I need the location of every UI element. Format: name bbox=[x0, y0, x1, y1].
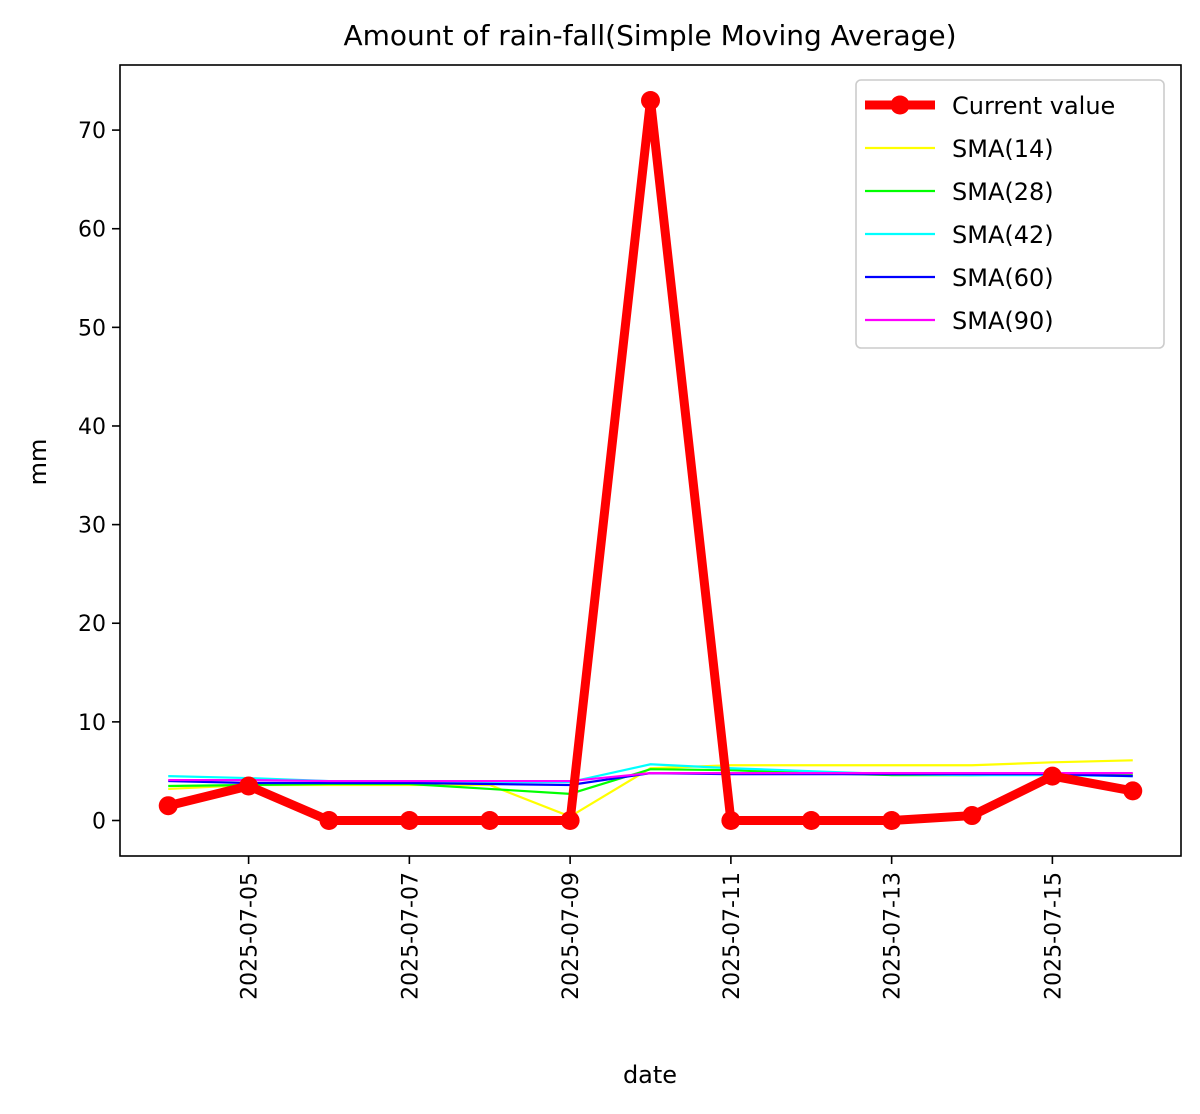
y-axis-label: mm bbox=[24, 439, 52, 486]
legend-label: SMA(28) bbox=[952, 178, 1054, 206]
data-point-current-value bbox=[399, 810, 419, 830]
data-point-current-value bbox=[641, 91, 660, 111]
x-tick-label: 2025-07-15 bbox=[1041, 872, 1066, 1000]
x-tick-label: 2025-07-05 bbox=[238, 872, 263, 1000]
plot-area bbox=[158, 91, 1143, 830]
y-tick-label: 70 bbox=[78, 119, 106, 144]
legend-label: SMA(90) bbox=[952, 307, 1054, 335]
x-axis-label: date bbox=[623, 1061, 677, 1089]
data-point-current-value bbox=[962, 806, 982, 826]
data-point-current-value bbox=[1042, 766, 1062, 786]
y-tick-label: 50 bbox=[78, 316, 106, 341]
y-tick-label: 60 bbox=[78, 218, 106, 243]
x-tick-label: 2025-07-11 bbox=[720, 872, 745, 1000]
data-point-current-value bbox=[1123, 781, 1143, 801]
chart-title: Amount of rain-fall(Simple Moving Averag… bbox=[343, 19, 956, 52]
legend: Current value SMA(14) SMA(28) SMA(42) SMA(60… bbox=[855, 79, 1165, 349]
data-point-current-value bbox=[239, 776, 259, 796]
x-tick-label: 2025-07-13 bbox=[881, 872, 906, 1000]
data-point-current-value bbox=[801, 810, 821, 830]
y-tick-label: 40 bbox=[78, 415, 106, 440]
y-tick-label: 10 bbox=[78, 711, 106, 736]
legend-label: Current value bbox=[952, 92, 1115, 120]
legend-label: SMA(60) bbox=[952, 264, 1054, 292]
legend-marker bbox=[890, 95, 910, 115]
x-tick-label: 2025-07-07 bbox=[398, 872, 423, 1000]
plot-frame bbox=[119, 64, 1182, 857]
legend-label: SMA(42) bbox=[952, 221, 1054, 249]
axes: 0 10 20 30 40 50 60 70 2025-07-05 2025-07-07 2025-… bbox=[78, 64, 1182, 1000]
data-point-current-value bbox=[882, 810, 902, 830]
data-point-current-value bbox=[721, 810, 741, 830]
legend-label: SMA(14) bbox=[952, 135, 1054, 163]
x-tick-label: 2025-07-09 bbox=[559, 872, 584, 1000]
y-tick-label: 30 bbox=[78, 514, 106, 539]
data-point-current-value bbox=[480, 810, 500, 830]
y-tick-label: 20 bbox=[78, 612, 106, 637]
data-point-current-value bbox=[560, 810, 580, 830]
series-line-sma-90 bbox=[168, 772, 1133, 783]
y-tick-label: 0 bbox=[92, 809, 106, 834]
data-point-current-value bbox=[158, 796, 178, 816]
data-point-current-value bbox=[319, 810, 339, 830]
